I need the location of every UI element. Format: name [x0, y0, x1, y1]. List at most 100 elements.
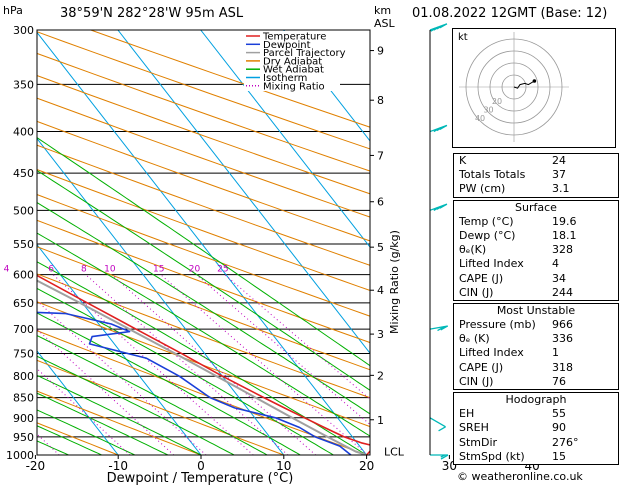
mixing-ratio-line [37, 300, 207, 455]
wet-adiabat [37, 232, 370, 437]
surface-row: Temp (°C) 19.6 [454, 215, 618, 229]
km-tick-label: 2 [377, 369, 384, 382]
hodograph-ring-label: 20 [492, 97, 502, 106]
wind-barb [429, 325, 448, 330]
isotherm [37, 350, 119, 455]
hodograph-frame [452, 28, 616, 148]
surface-value: 4 [552, 257, 559, 271]
wind-barb [429, 417, 446, 428]
wet-adiabat [37, 440, 69, 455]
mixing-ratio-label: 4 [4, 265, 10, 275]
datetime-title: 01.08.2022 12GMT (Base: 12) [412, 6, 608, 21]
surface-value: 244 [552, 285, 573, 299]
mixing-ratio-line [37, 328, 175, 455]
temperature-line [37, 274, 370, 455]
km-label: km [374, 4, 391, 17]
dry-adiabat [37, 219, 370, 344]
isotherm [37, 137, 285, 455]
km-tick-label: 8 [377, 94, 384, 107]
wet-adiabat [37, 312, 301, 455]
km-tick-label: 6 [377, 196, 384, 209]
most-unstable-label: θₑ (K) [459, 332, 490, 346]
dry-adiabat [37, 301, 370, 428]
surface-value: 19.6 [552, 214, 577, 228]
pressure-tick-label: 900 [13, 412, 34, 425]
mixing-ratio-label: 6 [48, 265, 54, 275]
wind-barb-flag [438, 426, 446, 432]
most-unstable-row: Lifted Index 1 [454, 346, 618, 360]
pressure-tick-label: 850 [13, 392, 34, 405]
hodograph-table-row: EH 55 [454, 407, 618, 421]
km-tick-label: 1 [377, 414, 384, 427]
pressure-tick-label: 350 [13, 78, 34, 91]
pressure-tick-label: 500 [13, 204, 34, 217]
wet-adiabat [37, 374, 202, 455]
most-unstable-row: CIN (J) 76 [454, 375, 618, 389]
most-unstable-row: θₑ (K) 336 [454, 332, 618, 346]
diagram-grid [37, 30, 370, 455]
isotherm [200, 30, 370, 248]
surface-row: CIN (J) 244 [454, 286, 618, 300]
most-unstable-label: CAPE (J) [459, 360, 504, 374]
km-tick-label: 7 [377, 149, 384, 162]
surface-row: Lifted Index 4 [454, 257, 618, 271]
surface-value: 34 [552, 271, 566, 285]
hodograph-trace [513, 80, 535, 89]
isotherm [117, 30, 370, 355]
surface-label: Dewp (°C) [459, 228, 516, 242]
wet-adiabat [37, 355, 235, 455]
mixing-ratio-label: 15 [153, 265, 164, 275]
hodograph-table-title: Hodograph [505, 393, 567, 406]
legend-label: Mixing Ratio [263, 81, 325, 92]
isotherm [283, 30, 370, 142]
legend-label: Dewpoint [263, 40, 311, 51]
pressure-tick-label: 550 [13, 238, 34, 251]
km-tick-label: 5 [377, 241, 384, 254]
surface-value: 18.1 [552, 228, 577, 242]
legend-label: Dry Adiabat [263, 56, 322, 67]
dry-adiabat [37, 359, 284, 455]
wet-adiabat [37, 261, 367, 455]
pressure-tick-label: 400 [13, 126, 34, 139]
wet-adiabat [37, 137, 370, 367]
wind-barb-flag [437, 325, 445, 332]
surface-row: CAPE (J) 34 [454, 272, 618, 286]
hodograph-ring-label: 40 [475, 114, 485, 123]
dry-adiabat [37, 194, 370, 317]
x-tick-label: 10 [276, 459, 291, 473]
hodograph-table-value: 15 [552, 449, 566, 463]
most-unstable-label: Lifted Index [459, 346, 524, 360]
surface-box: Surface Temp (°C) 19.6 Dewp (°C) 18.1 θₑ(K) 3… [453, 199, 619, 301]
hodograph-ring-label: 30 [483, 105, 493, 114]
most-unstable-row: CAPE (J) 318 [454, 361, 618, 375]
lcl-label: LCL [384, 445, 405, 458]
isotherm [37, 243, 202, 455]
dry-adiabat [37, 390, 202, 455]
surface-row: Dewp (°C) 18.1 [454, 229, 618, 243]
indices-box: K 24 Totals Totals 37 PW (cm) 3.1 [453, 153, 619, 198]
dry-adiabat [37, 273, 370, 399]
hodograph-table-box: Hodograph EH 55 SREH 90 StmDir 276° StmSpd (kt… [453, 392, 619, 465]
pressure-tick-label: 1000 [6, 449, 34, 462]
surface-label: Lifted Index [459, 257, 524, 271]
hodograph-table-label: StmDir [459, 435, 498, 449]
most-unstable-row: Pressure (mb) 966 [454, 318, 618, 332]
wet-adiabat [37, 335, 268, 455]
mixing-ratio-line [224, 274, 370, 400]
mixing-ratio-line [85, 274, 289, 455]
x-tick-label: 0 [197, 459, 205, 473]
x-tick-label: -10 [108, 459, 128, 473]
km-tick-label: 3 [377, 328, 384, 341]
hodograph-kt-label: kt [458, 32, 468, 43]
dry-adiabat [37, 120, 370, 242]
pressure-tick-label: 300 [13, 24, 34, 37]
mixing-ratio-line [111, 274, 317, 455]
plot-frame [36, 29, 371, 456]
parcel-trajectory-line [37, 279, 367, 455]
surface-label: CAPE (J) [459, 271, 504, 285]
pressure-tick-label: 700 [13, 323, 34, 336]
